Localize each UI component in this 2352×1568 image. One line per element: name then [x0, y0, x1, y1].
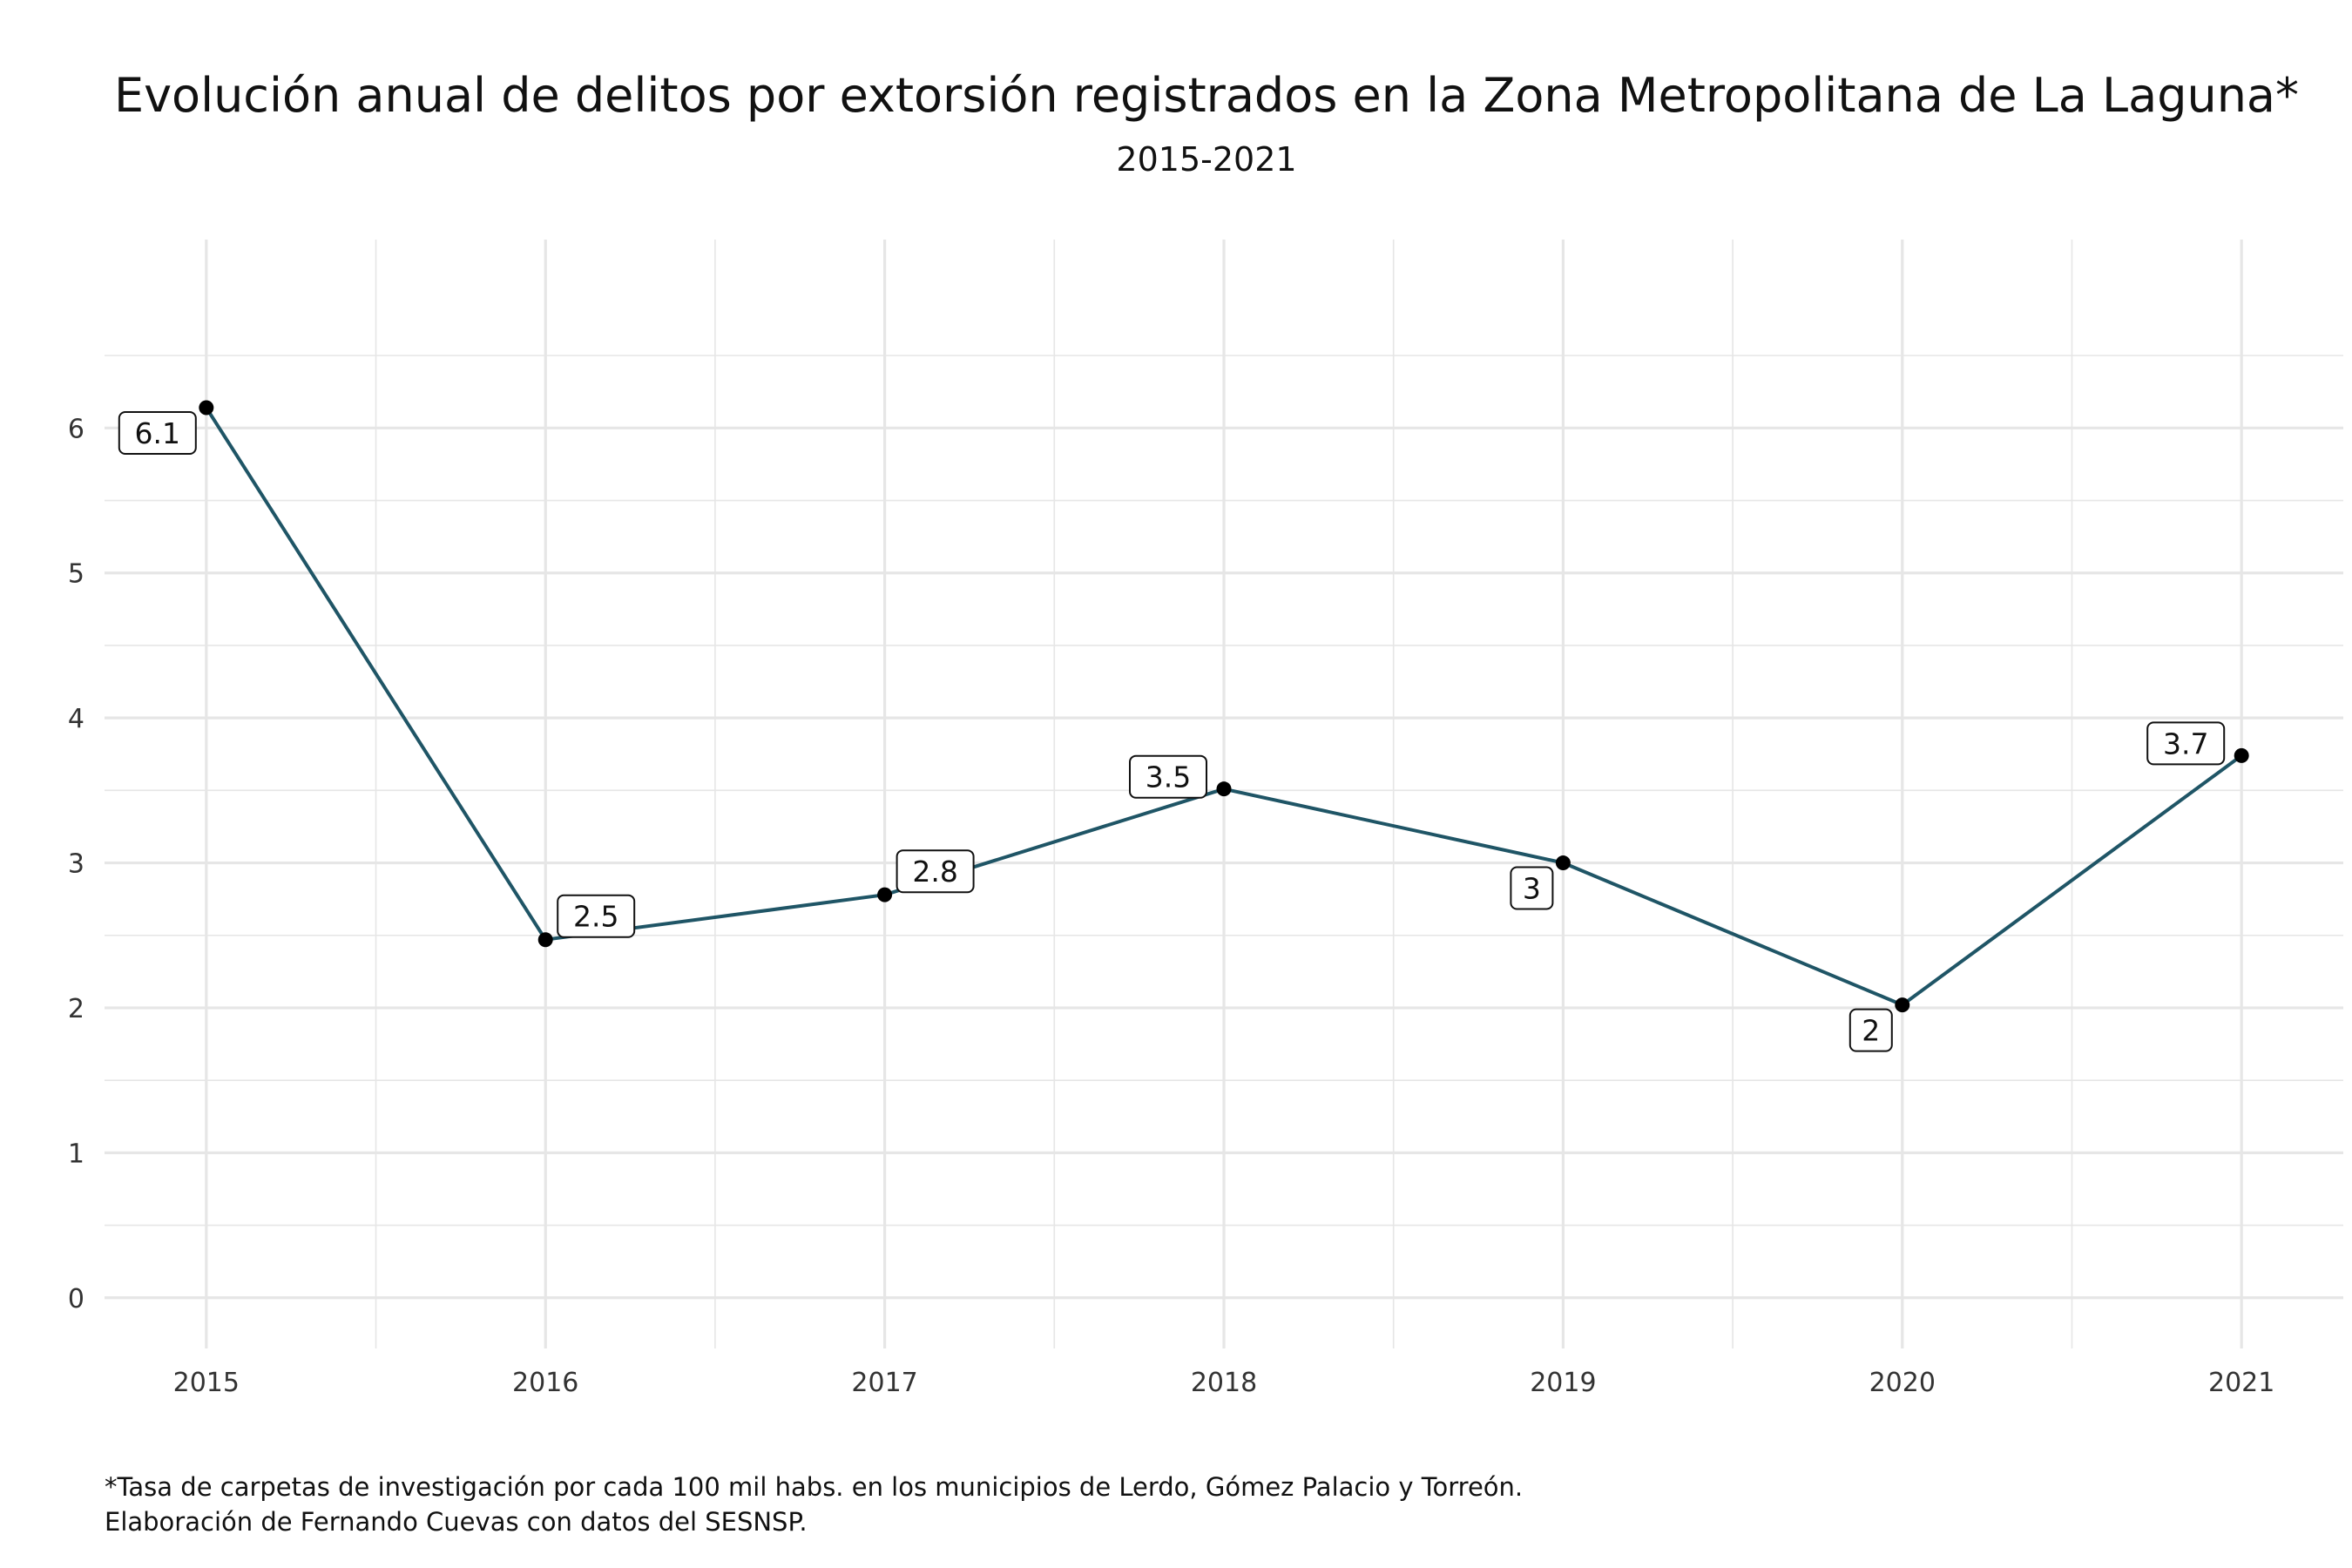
- chart-title: Evolución anual de delitos por extorsión…: [114, 68, 2299, 123]
- data-label: 3.5: [1146, 760, 1191, 794]
- data-label-box: [1129, 754, 1207, 799]
- data-label-box: [896, 849, 975, 894]
- x-tick-label: 2016: [512, 1368, 578, 1398]
- caption-source: Elaboración de Fernando Cuevas con datos…: [105, 1507, 808, 1537]
- data-label-box: [1848, 1008, 1893, 1052]
- data-label: 3: [1523, 872, 1541, 906]
- x-tick-label: 2017: [851, 1368, 917, 1398]
- data-point: [877, 887, 893, 902]
- data-label: 3.7: [2163, 727, 2208, 760]
- x-tick-label: 2019: [1530, 1368, 1596, 1398]
- y-tick-label: 3: [68, 849, 84, 880]
- data-label: 2.8: [912, 855, 957, 889]
- data-points: [199, 400, 2249, 1013]
- data-point: [1895, 997, 1910, 1013]
- data-label-box: [1510, 866, 1554, 910]
- caption-note: *Tasa de carpetas de investigación por c…: [105, 1472, 1523, 1502]
- y-tick-label: 5: [68, 559, 84, 590]
- data-point: [537, 932, 553, 948]
- x-tick-label: 2015: [173, 1368, 240, 1398]
- data-labels: 6.1 2.5 2.8 3.5 3 2 3.7: [118, 411, 2226, 1052]
- y-tick-label: 4: [68, 704, 84, 734]
- y-tick-label: 0: [68, 1284, 84, 1315]
- chart-subtitle: 2015-2021: [1116, 140, 1296, 179]
- data-point: [1216, 781, 1232, 797]
- grid-major: [105, 240, 2343, 1348]
- data-label: 2.5: [573, 900, 618, 934]
- y-tick-label: 2: [68, 994, 84, 1024]
- y-tick-label: 6: [68, 414, 84, 444]
- data-label-box: [2146, 721, 2226, 766]
- x-tick-label: 2020: [1869, 1368, 1936, 1398]
- data-label: 2: [1862, 1014, 1880, 1048]
- data-label: 6.1: [135, 416, 180, 450]
- data-point: [1555, 855, 1571, 871]
- x-tick-label: 2018: [1191, 1368, 1257, 1398]
- x-tick-label: 2021: [2208, 1368, 2274, 1398]
- data-label-box: [557, 894, 636, 938]
- data-point: [2234, 747, 2249, 763]
- y-axis-ticks: 0 1 2 3 4 5 6: [68, 414, 84, 1314]
- data-label-box: [118, 411, 197, 455]
- y-tick-label: 1: [68, 1139, 84, 1169]
- data-point: [199, 400, 214, 416]
- x-axis-ticks: 2015 2016 2017 2018 2019 2020 2021: [173, 1368, 2275, 1398]
